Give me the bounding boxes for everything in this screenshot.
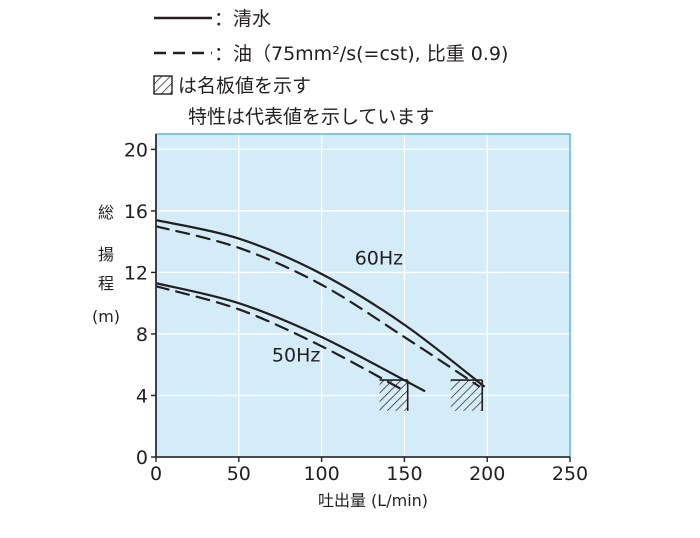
legend: ：清水 ：油（75mm²/s(=cst), 比重 0.9) は名板値を示す 特性… — [153, 8, 508, 128]
plot-area: 60Hz 50Hz — [156, 134, 570, 457]
series-line-50Hz-solid — [156, 282, 426, 392]
legend-note: 特性は代表値を示しています — [188, 106, 434, 128]
y-tick-label: 12 — [124, 262, 148, 284]
y-axis-title-part: (m) — [92, 307, 120, 326]
plot-background — [156, 134, 570, 457]
x-tick-label: 150 — [386, 463, 422, 485]
axes: 0 50 100 150 200 250 0 4 8 12 16 20 吐出量 (L/min) 総揚程 (m… — [92, 133, 588, 510]
series-line-50Hz-dashed — [156, 285, 406, 392]
series-line-60Hz-dashed — [156, 225, 481, 388]
legend-dashed-label: ：油（75mm²/s(=cst), 比重 0.9) — [214, 43, 508, 65]
y-tick-label: 0 — [136, 447, 148, 469]
y-tick-label: 8 — [136, 324, 148, 346]
x-tick-label: 0 — [150, 463, 162, 485]
x-tick-label: 200 — [469, 463, 505, 485]
legend-hatch-label: は名板値を示す — [178, 75, 311, 97]
x-tick-label: 250 — [552, 463, 588, 485]
series-line-60Hz-solid — [156, 219, 485, 388]
y-tick-label: 4 — [136, 385, 148, 407]
x-tick-label: 50 — [227, 463, 251, 485]
y-tick-label: 16 — [124, 201, 148, 223]
x-axis-title: 吐出量 (L/min) — [318, 491, 428, 510]
y-axis-title-part: 揚 — [98, 245, 114, 264]
legend-hatch-swatch — [153, 75, 173, 95]
series-label-60Hz: 60Hz — [355, 248, 403, 270]
y-axis-title-part: 総 — [98, 203, 114, 222]
x-tick-label: 100 — [303, 463, 339, 485]
legend-solid-label: ：清水 — [214, 8, 271, 30]
y-axis-title-part: 程 — [98, 274, 114, 293]
series-label-50Hz: 50Hz — [272, 345, 320, 367]
y-tick-label: 20 — [124, 139, 148, 161]
